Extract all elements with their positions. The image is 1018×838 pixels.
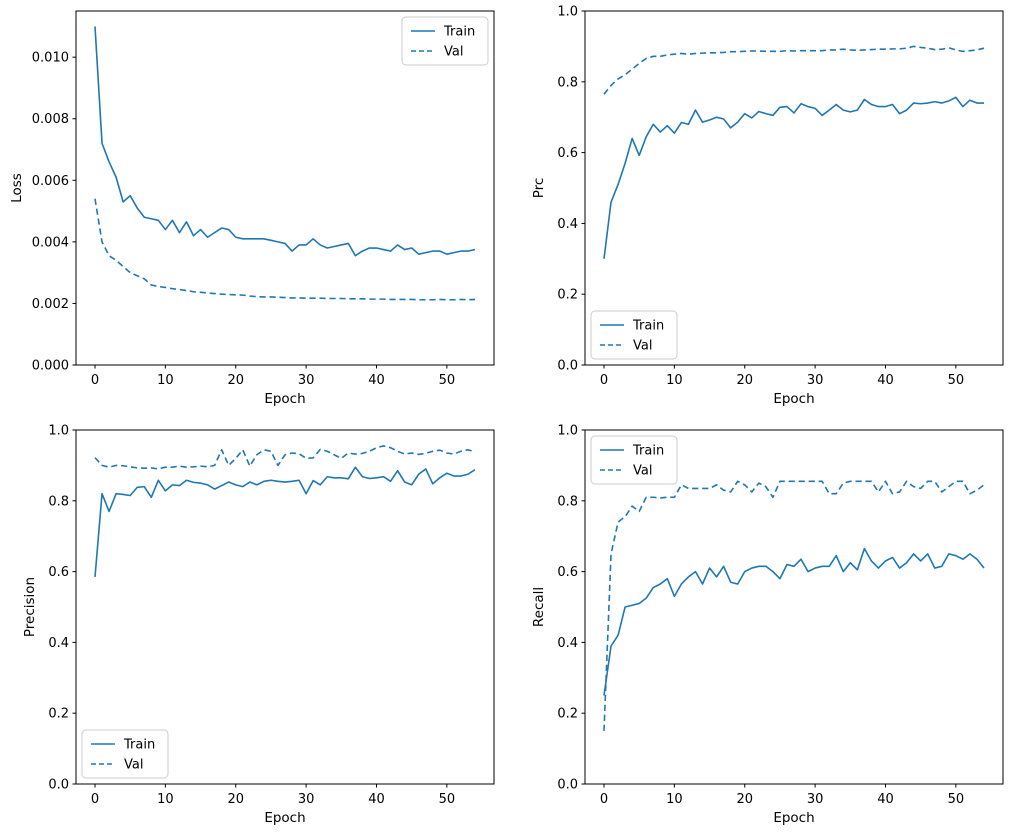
y-tick-label: 0.006: [32, 174, 69, 189]
axes-frame: [75, 429, 495, 785]
legend: Train Val: [81, 729, 169, 779]
legend: Train Val: [590, 435, 678, 485]
legend-val-label: Val: [444, 45, 463, 60]
axes-frame: [584, 429, 1004, 785]
x-tick-label: 10: [157, 373, 174, 388]
y-tick-label: 0.0: [557, 359, 578, 374]
x-tick-label: 0: [600, 373, 608, 388]
legend-train-label: Train: [443, 25, 475, 40]
y-tick-label: 0.000: [32, 359, 69, 374]
legend-train-label: Train: [123, 738, 155, 753]
x-tick-label: 10: [666, 792, 683, 807]
x-tick-label: 0: [91, 373, 99, 388]
x-tick-label: 20: [227, 373, 244, 388]
y-tick-label: 0.2: [557, 707, 578, 722]
legend-val-label: Val: [633, 339, 652, 354]
x-tick-label: 30: [807, 792, 824, 807]
y-tick-label: 0.6: [557, 146, 578, 161]
x-tick-label: 40: [877, 792, 894, 807]
y-tick-label: 0.2: [557, 288, 578, 303]
y-tick-label: 0.004: [32, 235, 69, 250]
y-tick-label: 0.6: [48, 565, 69, 580]
loss-chart-svg: 0 10 20 30 40 50 0.000 0.002 0.004 0.006 0.008 0.01…: [9, 10, 495, 407]
x-tick-label: 30: [298, 373, 315, 388]
legend: Train Val: [401, 16, 489, 66]
legend-box: [401, 16, 489, 66]
y-tick-label: 0.8: [48, 494, 69, 509]
legend-train-label: Train: [632, 444, 664, 459]
x-tick-label: 30: [807, 373, 824, 388]
y-tick-label: 0.008: [32, 112, 69, 127]
legend-val-label: Val: [633, 464, 652, 479]
x-tick-label: 20: [736, 373, 753, 388]
x-tick-label: 0: [600, 792, 608, 807]
prc-train-line: [603, 96, 984, 259]
x-tick-label: 50: [439, 373, 456, 388]
x-tick-label: 0: [91, 792, 99, 807]
recall-train-line: [603, 547, 985, 696]
y-axis-label: Loss: [9, 173, 25, 203]
y-tick-label: 0.0: [557, 778, 578, 793]
axes-frame: [75, 10, 495, 366]
y-tick-label: 1.0: [48, 424, 69, 439]
x-axis-label: Epoch: [773, 810, 814, 826]
recall-val-line: [603, 480, 985, 731]
legend-box: [81, 729, 169, 779]
y-tick-label: 0.4: [557, 217, 578, 232]
legend-box: [590, 435, 678, 485]
legend-train-label: Train: [632, 319, 664, 334]
prc-subplot: 0 10 20 30 40 50 0.0 0.2 0.4 0.6 0.8 1.0 Epoch Prc Tra…: [509, 0, 1018, 419]
x-tick-label: 50: [948, 792, 965, 807]
y-tick-label: 1.0: [557, 5, 578, 20]
y-axis-label: Recall: [531, 587, 547, 627]
x-tick-label: 20: [736, 792, 753, 807]
y-tick-label: 0.8: [557, 75, 578, 90]
x-tick-label: 20: [227, 792, 244, 807]
y-axis-label: Prc: [531, 178, 547, 199]
precision-train-line: [94, 466, 476, 577]
legend-val-label: Val: [124, 758, 143, 773]
y-tick-label: 0.010: [32, 51, 69, 66]
axes-frame: [584, 10, 1004, 366]
x-axis-label: Epoch: [264, 810, 305, 826]
y-tick-label: 0.6: [557, 565, 578, 580]
recall-chart-svg: 0 10 20 30 40 50 0.0 0.2 0.4 0.6 0.8 1.0 Epoch Recall…: [531, 424, 1004, 826]
x-tick-label: 10: [666, 373, 683, 388]
precision-val-line: [94, 445, 476, 470]
precision-subplot: 0 10 20 30 40 50 0.0 0.2 0.4 0.6 0.8 1.0 Epoch Precis…: [0, 419, 509, 838]
y-tick-label: 0.4: [557, 636, 578, 651]
x-axis-label: Epoch: [773, 391, 814, 407]
x-tick-label: 10: [157, 792, 174, 807]
loss-val-line: [94, 198, 476, 301]
precision-chart-svg: 0 10 20 30 40 50 0.0 0.2 0.4 0.6 0.8 1.0 Epoch Precis…: [22, 424, 495, 826]
x-tick-label: 40: [368, 373, 385, 388]
prc-chart-svg: 0 10 20 30 40 50 0.0 0.2 0.4 0.6 0.8 1.0 Epoch Prc Tra…: [531, 5, 1004, 407]
x-tick-label: 50: [948, 373, 965, 388]
y-tick-label: 0.002: [32, 297, 69, 312]
loss-subplot: 0 10 20 30 40 50 0.000 0.002 0.004 0.006 0.008 0.01…: [0, 0, 509, 419]
x-tick-label: 40: [877, 373, 894, 388]
y-axis-label: Precision: [22, 577, 38, 637]
legend-box: [590, 310, 678, 360]
x-axis-label: Epoch: [264, 391, 305, 407]
x-tick-label: 30: [298, 792, 315, 807]
y-tick-label: 0.0: [48, 778, 69, 793]
y-tick-label: 1.0: [557, 424, 578, 439]
prc-val-line: [603, 45, 985, 95]
y-tick-label: 0.8: [557, 494, 578, 509]
x-tick-label: 50: [439, 792, 456, 807]
x-tick-label: 40: [368, 792, 385, 807]
loss-train-line: [94, 26, 476, 257]
y-tick-label: 0.4: [48, 636, 69, 651]
y-tick-label: 0.2: [48, 707, 69, 722]
legend: Train Val: [590, 310, 678, 360]
recall-subplot: 0 10 20 30 40 50 0.0 0.2 0.4 0.6 0.8 1.0 Epoch Recall…: [509, 419, 1018, 838]
